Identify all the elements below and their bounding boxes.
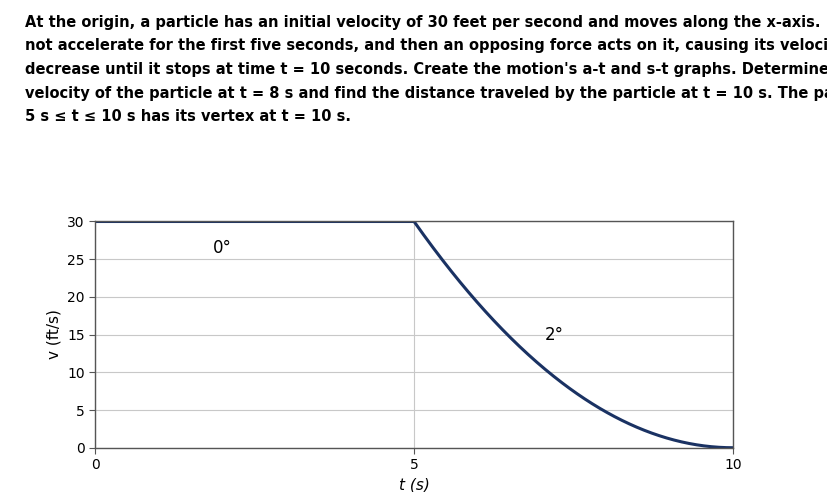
Text: 2°: 2° bbox=[544, 326, 563, 343]
Text: decrease until it stops at time t = 10 seconds. Create the motion's a-t and s-t : decrease until it stops at time t = 10 s… bbox=[25, 62, 827, 77]
Y-axis label: v (ft/s): v (ft/s) bbox=[46, 309, 61, 360]
Text: At the origin, a particle has an initial velocity of 30 feet per second and move: At the origin, a particle has an initial… bbox=[25, 15, 827, 30]
Text: velocity of the particle at t = 8 s and find the distance traveled by the partic: velocity of the particle at t = 8 s and … bbox=[25, 86, 827, 100]
Text: 0°: 0° bbox=[213, 239, 232, 257]
X-axis label: t (s): t (s) bbox=[398, 478, 429, 492]
Text: 5 s ≤ t ≤ 10 s has its vertex at t = 10 s.: 5 s ≤ t ≤ 10 s has its vertex at t = 10 … bbox=[25, 109, 351, 124]
Text: not accelerate for the first five seconds, and then an opposing force acts on it: not accelerate for the first five second… bbox=[25, 38, 827, 53]
